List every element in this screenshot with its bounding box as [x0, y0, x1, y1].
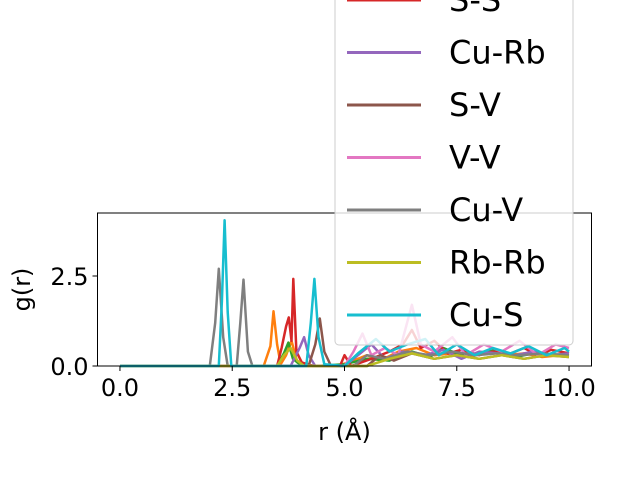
x-tick-label: 5.0 — [325, 374, 363, 402]
x-axis-label: r (Å) — [318, 417, 371, 446]
x-ticks: 0.0 2.5 5.0 7.5 10.0 — [101, 366, 596, 402]
legend: S-S Cu-Rb S-V V-V Cu-V Rb-Rb Cu-S — [334, 0, 574, 346]
legend-label-rb-rb: Rb-Rb — [449, 244, 546, 282]
y-tick-label: 2.5 — [50, 263, 88, 291]
y-tick-label: 0.0 — [50, 353, 88, 381]
series-line-cu-s — [120, 218, 570, 368]
legend-label-s-s: S-S — [449, 0, 501, 19]
x-tick-label: 10.0 — [542, 374, 595, 402]
x-tick-label: 0.0 — [101, 374, 139, 402]
legend-label-v-v: V-V — [449, 139, 501, 177]
x-tick-label: 7.5 — [438, 374, 476, 402]
legend-entries: S-S Cu-Rb S-V V-V Cu-V Rb-Rb Cu-S — [347, 0, 546, 334]
y-axis-label: g(r) — [8, 268, 36, 312]
legend-label-cu-v: Cu-V — [449, 191, 523, 229]
y-ticks: 0.0 2.5 — [50, 263, 98, 381]
legend-label-cu-rb: Cu-Rb — [449, 34, 546, 72]
legend-label-s-v: S-V — [449, 86, 501, 124]
series-line-rb-rb — [120, 346, 570, 368]
x-tick-label: 2.5 — [213, 374, 251, 402]
legend-label-cu-s: Cu-S — [449, 296, 523, 334]
legend-frame — [334, 0, 574, 346]
